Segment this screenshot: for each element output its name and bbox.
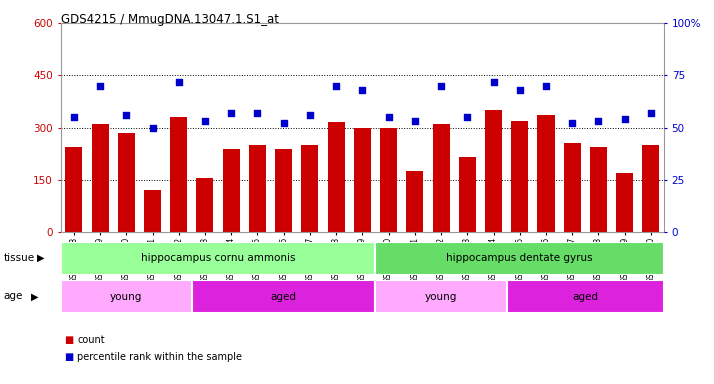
Point [173,79,184,85]
Point [278,121,289,127]
Point [461,114,473,120]
Bar [144,190,161,232]
Bar [301,145,318,232]
Point [488,79,499,85]
Point [68,114,79,120]
Point [94,83,106,89]
Bar [511,121,528,232]
Point [436,83,447,89]
Point [121,112,132,118]
Text: ■: ■ [64,335,74,345]
Point [566,121,578,127]
Bar [485,110,502,232]
Point [252,110,263,116]
Point [619,116,630,122]
Point [593,118,604,124]
Bar [328,122,345,232]
Bar [507,280,664,313]
Text: ■: ■ [64,352,74,362]
Bar [61,280,192,313]
Text: percentile rank within the sample: percentile rank within the sample [77,352,242,362]
Text: ▶: ▶ [37,253,45,263]
Text: GDS4215 / MmugDNA.13047.1.S1_at: GDS4215 / MmugDNA.13047.1.S1_at [61,13,278,26]
Point [383,114,394,120]
Point [226,110,237,116]
Bar [563,143,580,232]
Text: hippocampus cornu ammonis: hippocampus cornu ammonis [141,253,296,263]
Bar [223,149,240,232]
Bar [459,157,476,232]
Bar [249,145,266,232]
Text: hippocampus dentate gyrus: hippocampus dentate gyrus [446,253,593,263]
Text: tissue: tissue [4,253,35,263]
Bar [192,280,376,313]
Bar [61,242,376,275]
Bar [65,147,82,232]
Text: age: age [4,291,23,301]
Text: young: young [425,291,457,302]
Point [147,124,159,131]
Bar [616,173,633,232]
Point [304,112,316,118]
Point [409,118,421,124]
Text: count: count [77,335,105,345]
Bar [354,127,371,232]
Bar [91,124,109,232]
Point [199,118,211,124]
Bar [376,242,664,275]
Bar [433,124,450,232]
Bar [380,127,397,232]
Bar [170,117,187,232]
Point [514,87,526,93]
Bar [275,149,292,232]
Bar [406,171,423,232]
Point [645,110,657,116]
Bar [590,147,607,232]
Text: aged: aged [271,291,296,302]
Bar [118,133,135,232]
Bar [376,280,507,313]
Bar [643,145,660,232]
Point [356,87,368,93]
Text: young: young [110,291,143,302]
Text: ▶: ▶ [31,291,39,301]
Point [540,83,552,89]
Bar [196,178,213,232]
Point [331,83,342,89]
Text: aged: aged [573,291,598,302]
Bar [538,116,555,232]
